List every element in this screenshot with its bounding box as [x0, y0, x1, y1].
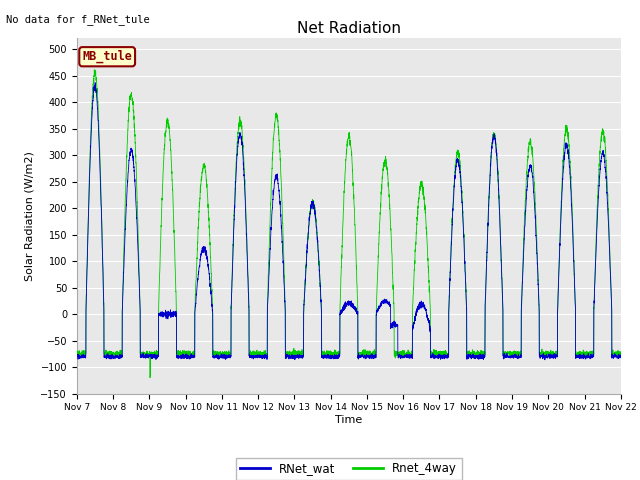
- RNet_wat: [617, 353, 625, 359]
- Rnet_4way: [90, 67, 98, 73]
- RNet_wat: [616, 353, 624, 359]
- RNet_wat: [541, 357, 548, 363]
- RNet_wat: [441, 354, 449, 360]
- Rnet_4way: [146, 375, 154, 381]
- Line: Rnet_4way: Rnet_4way: [77, 70, 621, 378]
- RNet_wat: [502, 352, 509, 358]
- Rnet_4way: [73, 350, 81, 356]
- Y-axis label: Solar Radiation (W/m2): Solar Radiation (W/m2): [25, 151, 35, 281]
- Rnet_4way: [502, 353, 509, 359]
- Rnet_4way: [329, 351, 337, 357]
- RNet_wat: [471, 356, 479, 361]
- Rnet_4way: [171, 252, 179, 258]
- Rnet_4way: [471, 351, 479, 357]
- Title: Net Radiation: Net Radiation: [297, 21, 401, 36]
- RNet_wat: [92, 80, 99, 85]
- Text: No data for f_RNet_tule: No data for f_RNet_tule: [6, 14, 150, 25]
- Text: MB_tule: MB_tule: [82, 50, 132, 63]
- Rnet_4way: [441, 349, 449, 355]
- Rnet_4way: [617, 350, 625, 356]
- Line: RNet_wat: RNet_wat: [77, 83, 621, 360]
- RNet_wat: [73, 352, 81, 358]
- RNet_wat: [329, 353, 337, 359]
- X-axis label: Time: Time: [335, 415, 362, 425]
- Rnet_4way: [616, 350, 624, 356]
- Legend: RNet_wat, Rnet_4way: RNet_wat, Rnet_4way: [236, 457, 462, 480]
- RNet_wat: [171, 311, 179, 317]
